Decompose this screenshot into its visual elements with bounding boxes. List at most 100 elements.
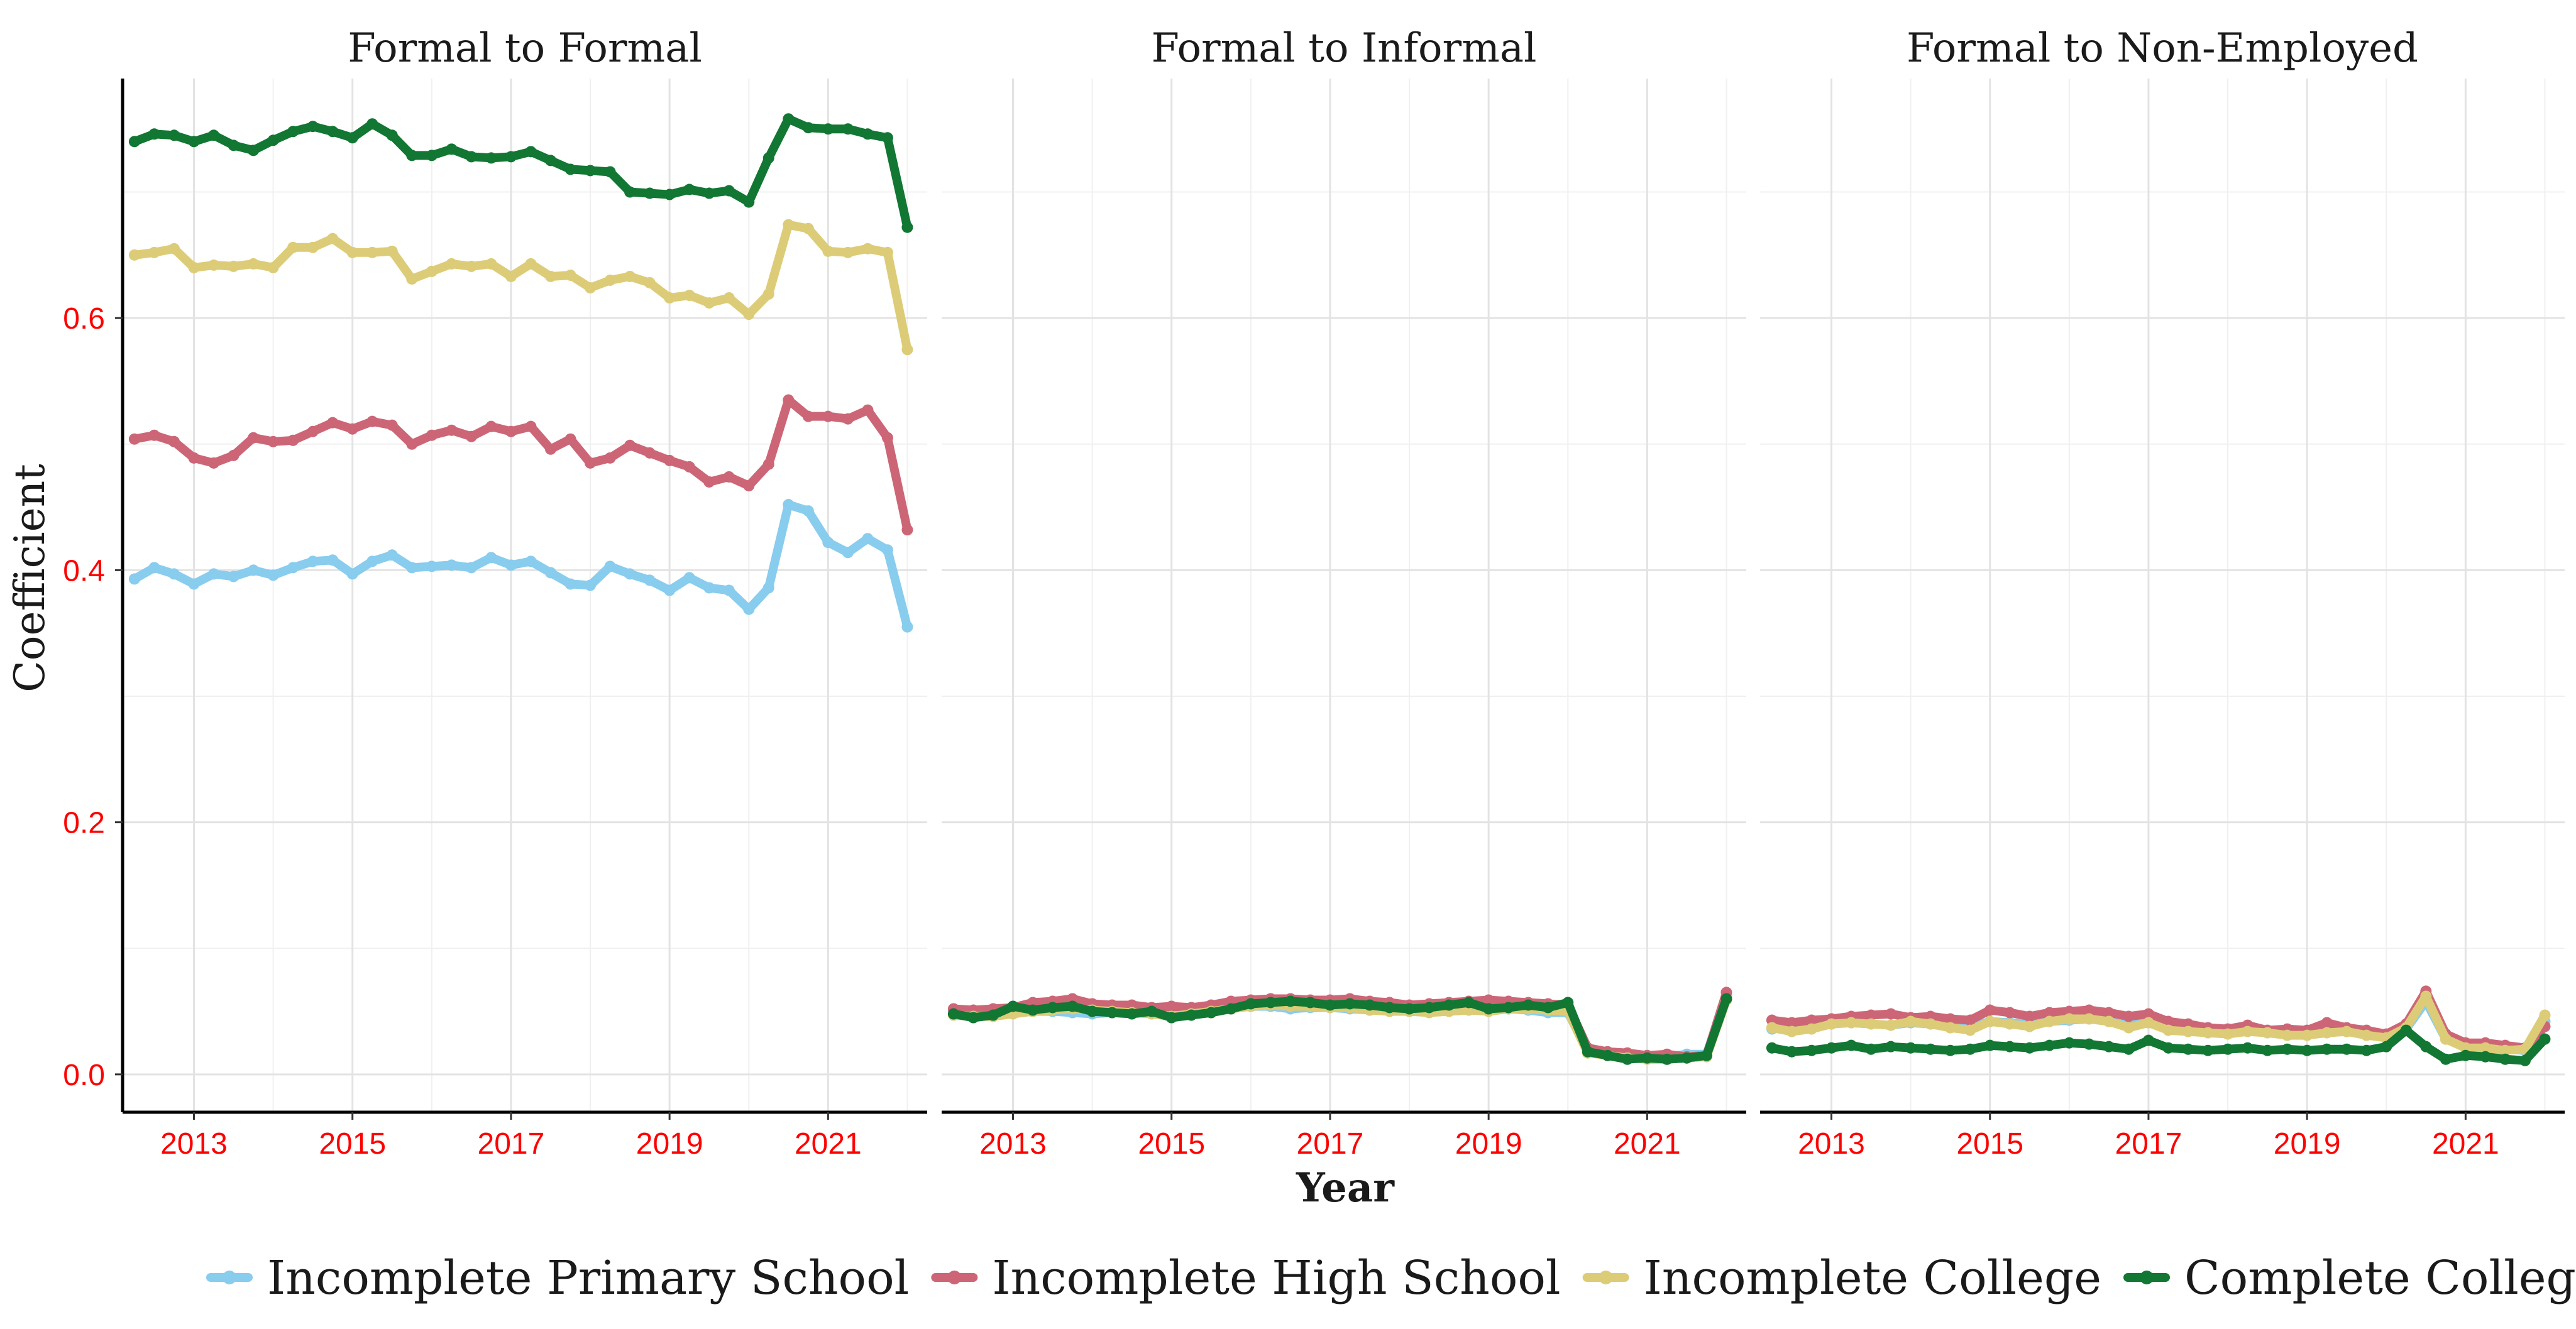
data-point [2479, 1042, 2491, 1054]
data-point [2123, 1010, 2135, 1022]
data-point [2142, 1034, 2154, 1046]
data-point [1205, 1007, 1217, 1019]
data-point [2301, 1044, 2313, 1056]
data-point [644, 276, 656, 288]
data-point [1483, 994, 1495, 1006]
x-tick-label: 2019 [1455, 1127, 1522, 1161]
data-point [2162, 1024, 2174, 1036]
gridlines [1760, 79, 2565, 1112]
series-line [1767, 1025, 2550, 1065]
data-point [1944, 1013, 1956, 1025]
data-point [128, 249, 140, 261]
legend-swatch-point [947, 1271, 962, 1284]
data-point [1344, 998, 1356, 1010]
data-point [386, 129, 398, 141]
data-point [1700, 1049, 1712, 1061]
data-point [188, 261, 200, 273]
data-point [564, 269, 576, 281]
series-incomplete-high-school [947, 987, 1732, 1063]
data-point [544, 270, 556, 282]
data-point [287, 241, 299, 253]
data-point [1106, 1007, 1118, 1019]
data-point [267, 261, 279, 273]
data-point [881, 544, 893, 556]
data-point [2281, 1043, 2293, 1055]
y-tick-label: 0.6 [63, 302, 105, 336]
panels-layer: Formal to Formal 2013 2015 2017 2019 2021 0.0 0… [63, 25, 2565, 1161]
legend-label: Complete College [2184, 1251, 2576, 1305]
data-point [1007, 1000, 1019, 1012]
legend-swatch-point [2140, 1271, 2154, 1284]
data-point [2262, 1044, 2274, 1056]
data-point [346, 132, 358, 144]
data-point [465, 260, 477, 272]
data-point [585, 165, 597, 177]
data-point [505, 425, 517, 437]
data-point [128, 573, 140, 585]
legend-swatch-point [1599, 1271, 1613, 1284]
data-point [2004, 1041, 2016, 1053]
data-point [1865, 1009, 1877, 1021]
data-point [1984, 1004, 1996, 1016]
x-tick-label: 2021 [1614, 1127, 1681, 1161]
data-point [148, 246, 160, 258]
x-tick-label: 2019 [636, 1127, 703, 1161]
panel-title: Formal to Non-Employed [1907, 25, 2418, 72]
data-point [465, 151, 477, 163]
data-point [366, 555, 378, 567]
data-point [1225, 1003, 1237, 1015]
data-point [881, 432, 893, 444]
data-point [327, 232, 339, 244]
x-tick-label: 2021 [795, 1127, 862, 1161]
y-tick-label: 0.4 [63, 554, 105, 588]
data-point [762, 458, 774, 470]
data-point [783, 499, 795, 511]
data-point [842, 547, 854, 559]
data-point [248, 258, 260, 270]
x-tick-label: 2017 [1297, 1127, 1364, 1161]
data-point [1885, 1041, 1897, 1053]
data-point [287, 562, 299, 574]
data-point [208, 259, 220, 271]
data-point [1522, 999, 1534, 1011]
data-point [406, 273, 418, 285]
data-point [228, 571, 239, 582]
data-point [228, 260, 239, 272]
data-point [1964, 1014, 1976, 1026]
data-point [346, 568, 358, 580]
data-point [386, 245, 398, 257]
data-point [1186, 1009, 1197, 1021]
data-point [2539, 1009, 2551, 1021]
data-point [2103, 1015, 2115, 1027]
x-tick-label: 2013 [1798, 1127, 1865, 1161]
data-point [1086, 1005, 1098, 1017]
data-point [1027, 1004, 1039, 1016]
data-point [664, 189, 676, 200]
data-point [168, 129, 180, 141]
data-point [2479, 1051, 2491, 1063]
data-point [208, 129, 220, 141]
series-complete-college [1766, 1024, 2551, 1066]
data-point [287, 126, 299, 138]
legend-label: Incomplete Primary School [267, 1251, 909, 1305]
data-point [2242, 1042, 2254, 1054]
data-point [683, 290, 695, 302]
data-point [1805, 1014, 1817, 1026]
data-point [485, 552, 497, 564]
data-point [664, 292, 676, 304]
data-point [1621, 1053, 1633, 1065]
data-point [585, 457, 597, 469]
data-point [862, 243, 874, 254]
data-point [1846, 1039, 1858, 1051]
series-incomplete-high-school [128, 394, 913, 536]
data-point [168, 435, 180, 447]
legend-item: Complete College [2123, 1251, 2576, 1305]
data-point [1562, 997, 1574, 1009]
data-point [624, 270, 636, 282]
data-point [822, 410, 834, 422]
data-point [1925, 1018, 1937, 1030]
data-point [2360, 1044, 2372, 1056]
data-point [1885, 1008, 1897, 1020]
data-point [2023, 1042, 2035, 1054]
